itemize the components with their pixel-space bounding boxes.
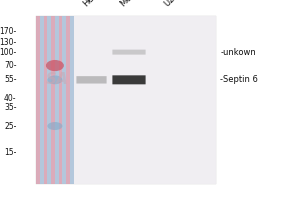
Bar [47,16,51,184]
Bar [55,16,58,184]
Text: MCF-7: MCF-7 [118,0,143,8]
Text: U2OS: U2OS [162,0,185,8]
Text: 170-: 170- [0,27,16,36]
Text: 130-: 130- [0,38,16,47]
Bar [111,16,148,184]
Text: -Septin 6: -Septin 6 [220,75,258,84]
Bar [36,16,216,184]
Text: Hela: Hela [81,0,101,8]
Bar [58,16,62,184]
Text: 35-: 35- [4,103,16,112]
Bar [66,16,70,184]
Bar [70,16,74,184]
FancyBboxPatch shape [112,75,146,84]
Text: SA: SA [46,72,68,87]
Text: 55-: 55- [4,75,16,84]
Ellipse shape [47,75,62,84]
Text: -unkown: -unkown [220,48,256,57]
Bar [62,16,66,184]
FancyBboxPatch shape [112,50,146,55]
FancyBboxPatch shape [76,76,106,84]
Text: 100-: 100- [0,48,16,57]
Bar [74,16,111,184]
Text: 70-: 70- [4,61,16,70]
Bar [51,16,55,184]
Bar [148,16,216,184]
Ellipse shape [46,60,64,71]
Text: 15-: 15- [4,148,16,157]
Ellipse shape [47,122,62,130]
Text: 40-: 40- [4,94,16,103]
Bar [40,16,44,184]
Bar [36,16,40,184]
Text: 25-: 25- [4,122,16,131]
Bar [44,16,47,184]
